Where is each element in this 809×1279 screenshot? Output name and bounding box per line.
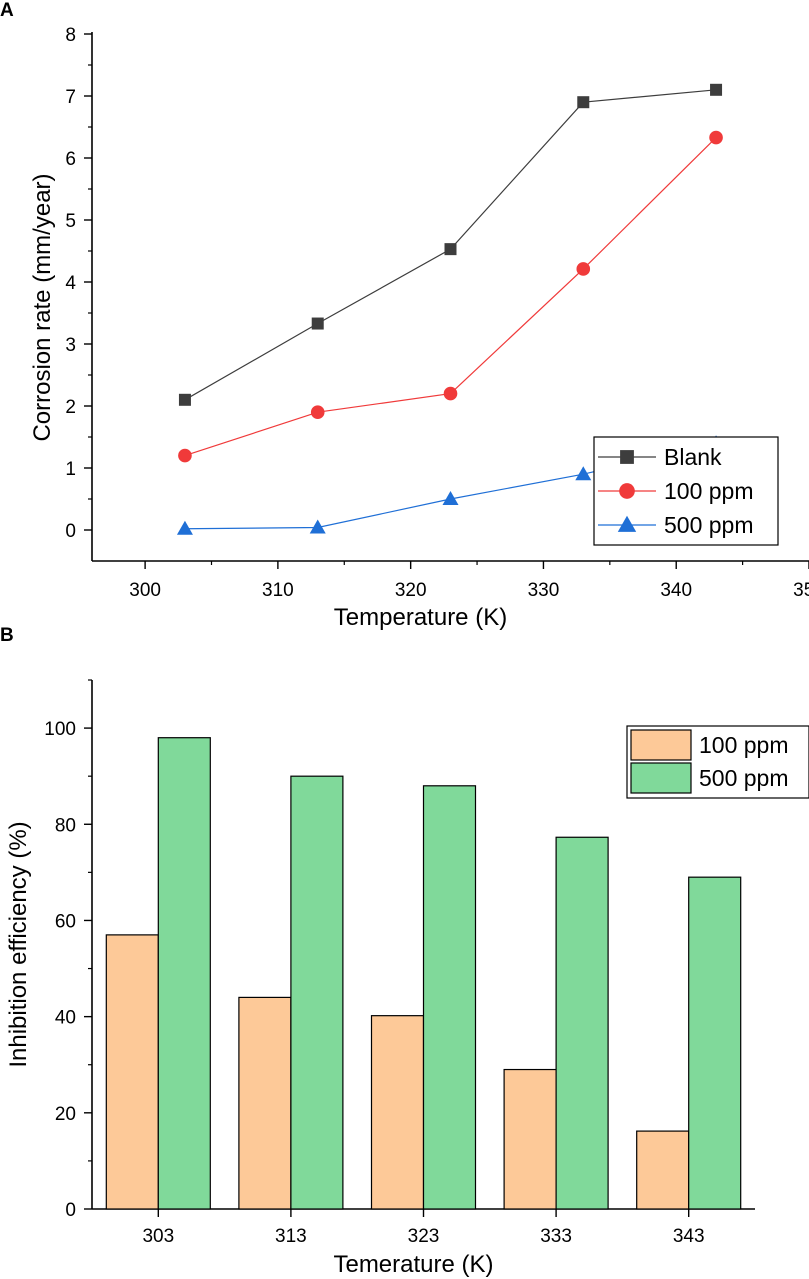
y-tick-label: 2 xyxy=(65,397,76,418)
y-axis-title: Corrosion rate (mm/year) xyxy=(29,173,56,441)
x-tick-label: 300 xyxy=(129,580,161,601)
data-point xyxy=(577,96,590,109)
y-tick-label: 80 xyxy=(55,815,76,836)
x-axis-title: Temperature (K) xyxy=(334,604,507,631)
bar-chart-inhibition-efficiency: 0 20 40 60 80 100 303 313 323 333 343 Temerature (K… xyxy=(5,679,809,1278)
legend-marker-1 xyxy=(619,483,635,499)
legend-label-1: 100 ppm xyxy=(664,478,754,504)
y-tick-label: 60 xyxy=(55,911,76,932)
x-tick-label: 330 xyxy=(528,580,560,601)
data-point xyxy=(443,386,458,401)
legend-label-0: Blank xyxy=(664,444,722,470)
y-tick-label: 0 xyxy=(65,521,76,542)
x-tick-label: 320 xyxy=(395,580,427,601)
x-axis-title: Temerature (K) xyxy=(333,1251,493,1278)
x-tick-label: 333 xyxy=(540,1226,572,1247)
y-tick-label: 1 xyxy=(65,459,76,480)
y-tick-label: 7 xyxy=(65,87,76,108)
data-point xyxy=(311,317,324,330)
x-tick-label: 310 xyxy=(262,580,294,601)
bar-500ppm xyxy=(688,876,742,1210)
legend: 100 ppm 500 ppm xyxy=(626,725,809,799)
y-tick-label: 6 xyxy=(65,149,76,170)
data-point xyxy=(576,262,591,276)
bar-100ppm xyxy=(503,1068,557,1210)
data-point xyxy=(178,393,191,406)
bar-100ppm xyxy=(238,996,292,1210)
data-point xyxy=(442,491,459,505)
y-tick-label: 40 xyxy=(55,1008,76,1029)
legend-label-2: 500 ppm xyxy=(664,512,754,538)
y-tick-label: 20 xyxy=(55,1104,76,1125)
bar-500ppm xyxy=(157,737,211,1210)
data-point xyxy=(575,466,592,481)
legend-marker-0 xyxy=(620,450,634,464)
bar-100ppm xyxy=(636,1130,690,1210)
bar-500ppm xyxy=(555,836,609,1210)
x-tick-label: 340 xyxy=(660,580,692,601)
y-tick-label: 3 xyxy=(65,335,76,356)
data-point xyxy=(710,83,723,96)
bar-500ppm xyxy=(290,775,344,1210)
legend-marker-2 xyxy=(617,515,637,532)
x-tick-label: 303 xyxy=(142,1226,174,1247)
legend-label-0: 100 ppm xyxy=(699,732,789,758)
x-tick-label: 313 xyxy=(275,1226,307,1247)
panel-a-label: A xyxy=(0,0,14,21)
x-tick-label: 343 xyxy=(673,1226,705,1247)
y-tick-label: 0 xyxy=(65,1200,76,1221)
bar-500ppm xyxy=(422,785,477,1210)
legend-swatch-0 xyxy=(630,729,692,761)
legend: Blank 100 ppm 500 ppm xyxy=(593,436,779,546)
x-tick-label: 350 xyxy=(793,580,809,601)
x-tick-label: 323 xyxy=(408,1226,440,1247)
data-point xyxy=(309,519,326,534)
panel-b-label: B xyxy=(0,625,14,646)
data-point xyxy=(709,130,723,145)
bar-100ppm xyxy=(370,1015,425,1210)
legend-label-1: 500 ppm xyxy=(699,765,789,791)
y-tick-label: 100 xyxy=(44,719,76,740)
y-tick-label: 5 xyxy=(65,211,76,232)
y-tick-label: 4 xyxy=(65,273,76,294)
data-point xyxy=(176,520,193,535)
legend-swatch-1 xyxy=(630,762,692,794)
line-chart-corrosion-rate: 0 1 2 3 4 5 6 7 8 300 310 320 330 340 350 Temperature (… xyxy=(29,25,809,631)
data-point xyxy=(178,448,192,463)
bar-100ppm xyxy=(105,934,159,1210)
y-tick-label: 8 xyxy=(65,25,76,46)
y-axis-title: Inhibition efficiency (%) xyxy=(5,821,32,1067)
series-line-1 xyxy=(184,137,717,457)
data-point xyxy=(310,405,325,420)
data-point xyxy=(444,243,457,256)
